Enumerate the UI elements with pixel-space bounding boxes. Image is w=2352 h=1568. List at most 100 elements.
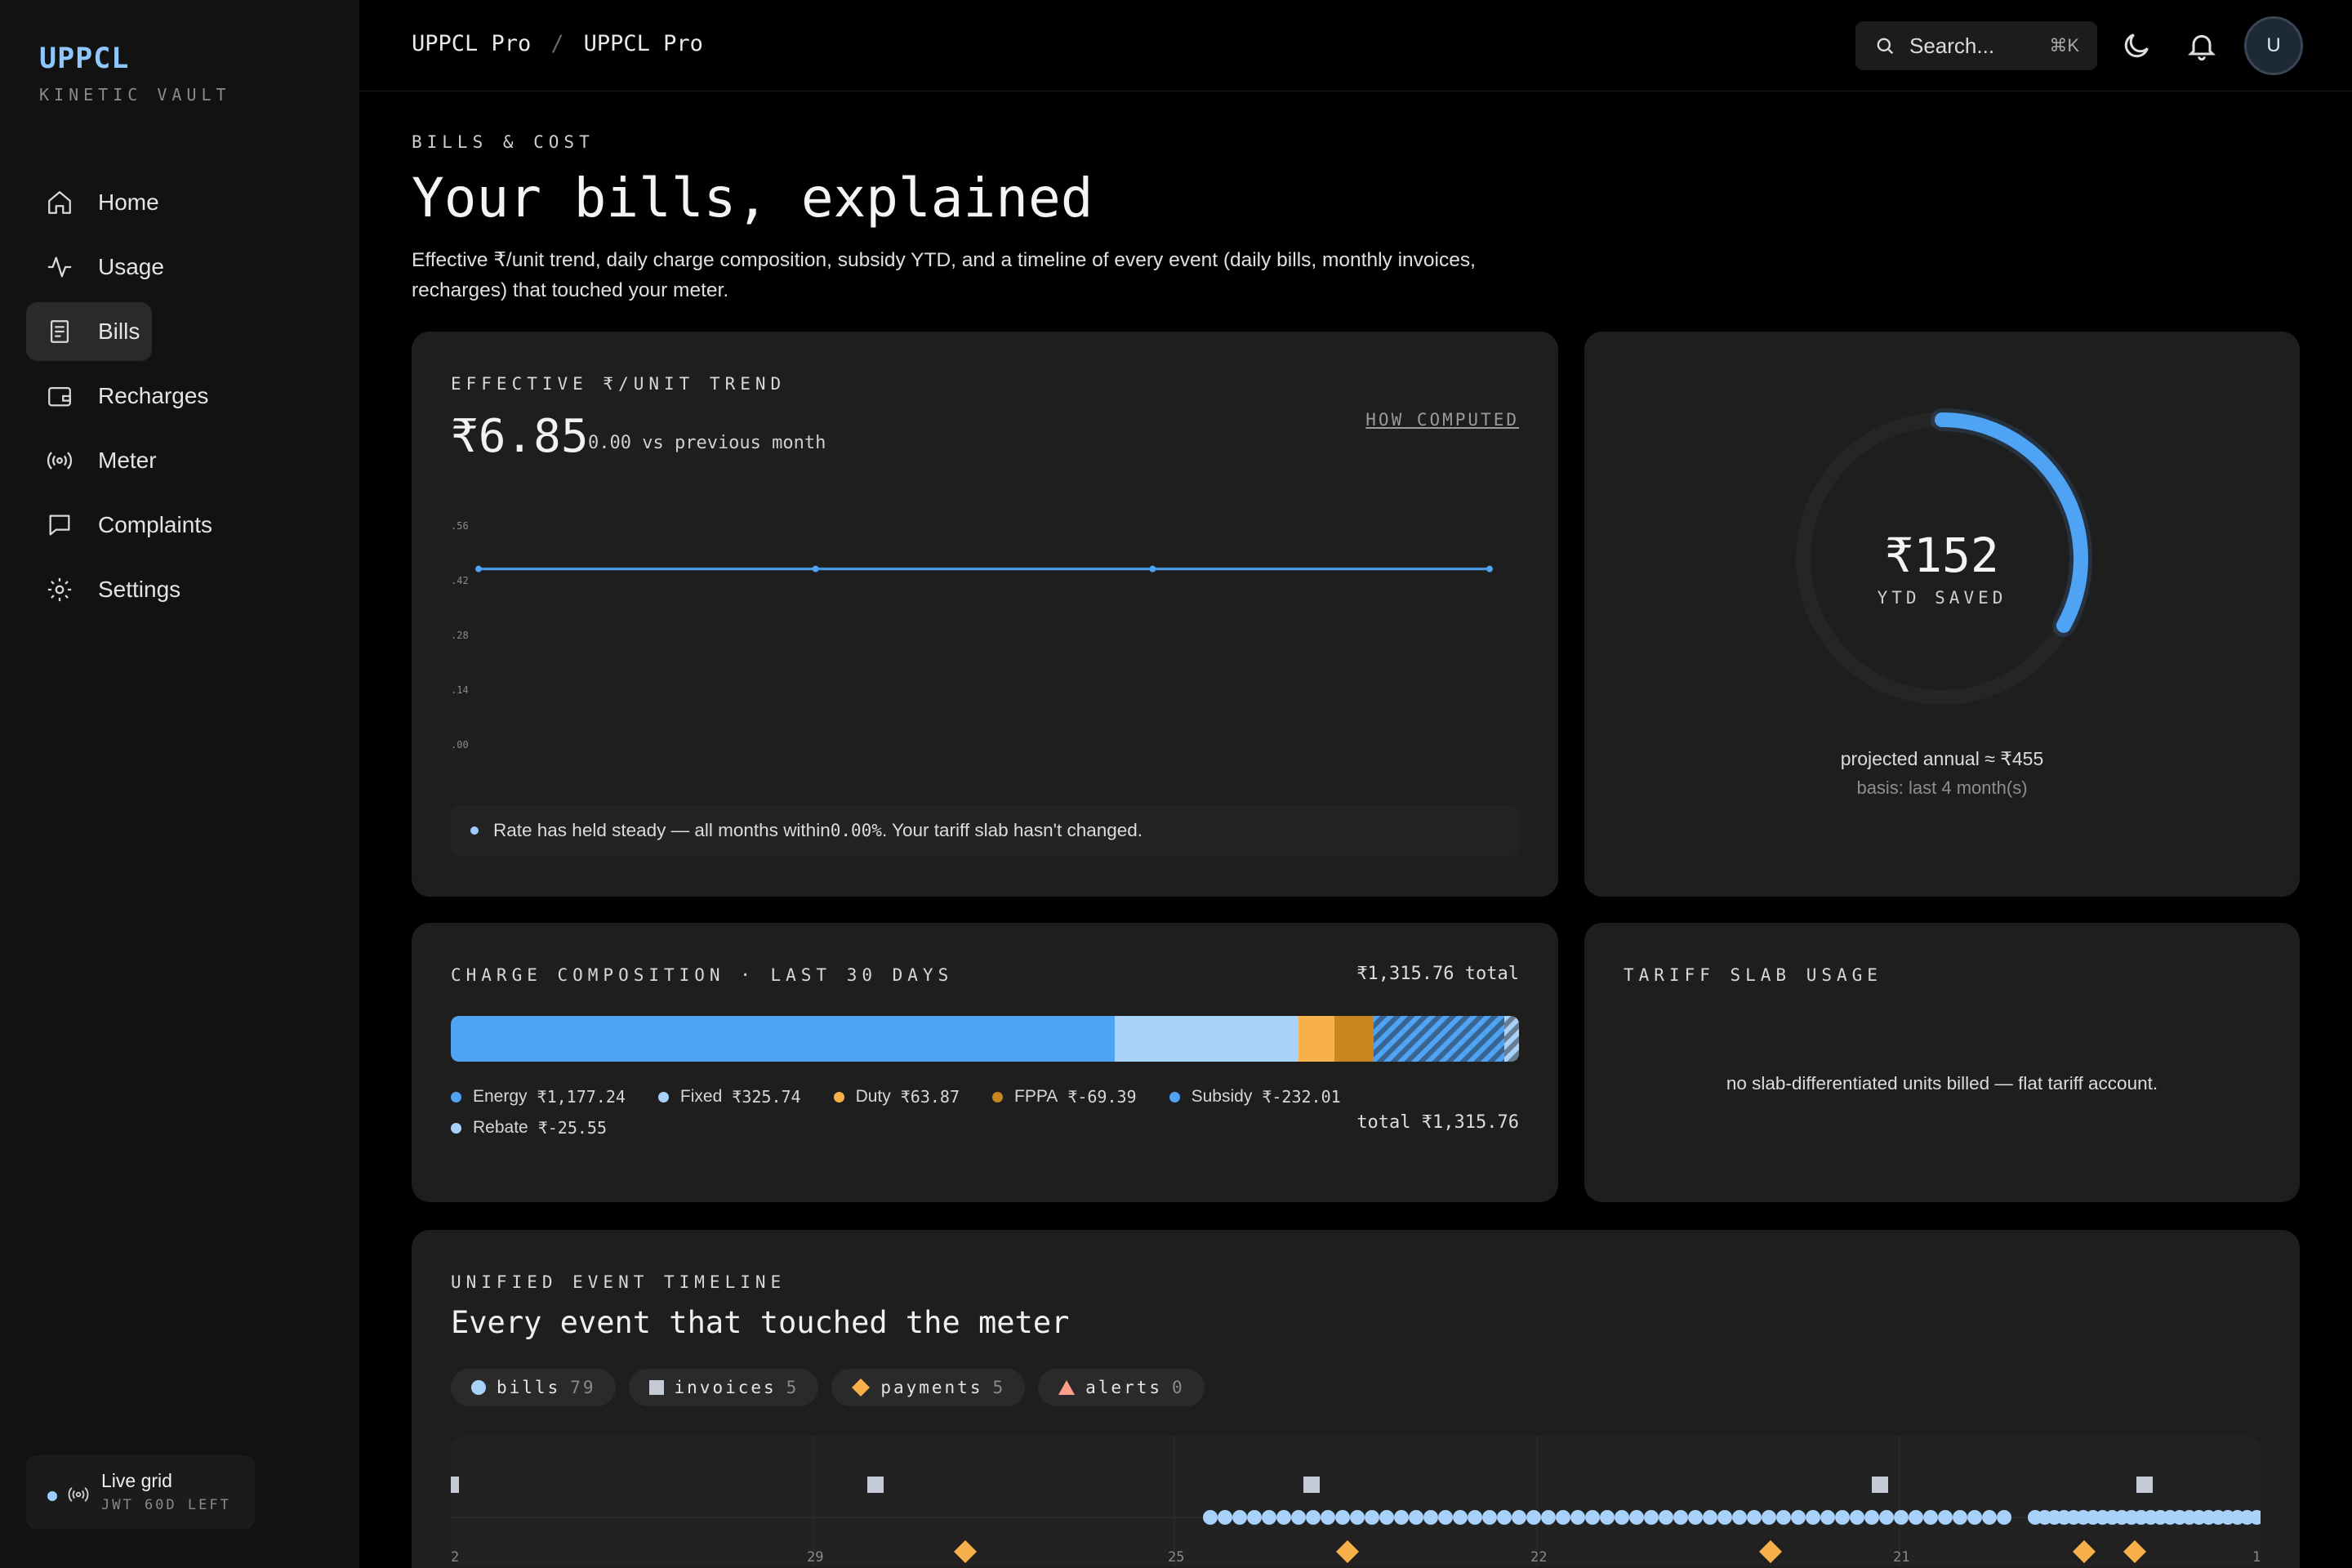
bill-marker[interactable] <box>1938 1510 1953 1525</box>
bill-marker[interactable] <box>1409 1510 1423 1525</box>
filter-chip-invoices[interactable]: invoices 5 <box>628 1369 819 1406</box>
payment-marker[interactable] <box>1759 1540 1782 1563</box>
bill-marker[interactable] <box>1997 1510 2011 1525</box>
bill-marker[interactable] <box>1541 1510 1556 1525</box>
breadcrumb-item[interactable]: UPPCL Pro <box>412 31 532 56</box>
payment-marker[interactable] <box>2073 1540 2096 1563</box>
live-grid-status[interactable]: Live grid JWT 60D LEFT <box>26 1455 255 1529</box>
composition-segment-duty[interactable] <box>1298 1016 1335 1062</box>
filter-chip-alerts[interactable]: alerts 0 <box>1038 1369 1205 1406</box>
composition-segment-rebate[interactable] <box>1504 1016 1519 1062</box>
bill-marker[interactable] <box>1982 1510 1997 1525</box>
bill-marker[interactable] <box>1321 1510 1335 1525</box>
trend-point[interactable] <box>475 565 482 572</box>
bill-marker[interactable] <box>1526 1510 1541 1525</box>
trend-point[interactable] <box>1149 565 1156 572</box>
bill-marker[interactable] <box>1879 1510 1894 1525</box>
sidebar-item-complaints[interactable]: Complaints <box>26 496 333 555</box>
bill-marker[interactable] <box>1909 1510 1923 1525</box>
moon-icon[interactable] <box>2120 29 2153 62</box>
invoice-marker[interactable] <box>451 1477 459 1493</box>
bill-marker[interactable] <box>1423 1510 1438 1525</box>
bill-marker[interactable] <box>1673 1510 1688 1525</box>
bell-icon[interactable] <box>2185 29 2218 62</box>
search-input[interactable]: Search... ⌘K <box>1855 21 2097 70</box>
sidebar-item-bills[interactable]: Bills <box>26 302 152 361</box>
bill-marker[interactable] <box>1791 1510 1806 1525</box>
filter-chip-payments[interactable]: payments 5 <box>831 1369 1026 1406</box>
bill-marker[interactable] <box>1953 1510 1967 1525</box>
composition-segment-fppa[interactable] <box>1334 1016 1374 1062</box>
sidebar-item-usage[interactable]: Usage <box>26 238 333 296</box>
bill-marker[interactable] <box>1732 1510 1747 1525</box>
bill-marker[interactable] <box>1468 1510 1482 1525</box>
payment-marker[interactable] <box>1336 1540 1359 1563</box>
trend-point[interactable] <box>812 565 819 572</box>
composition-segment-energy[interactable] <box>451 1016 1116 1062</box>
bill-marker[interactable] <box>1365 1510 1379 1525</box>
bill-marker[interactable] <box>1291 1510 1306 1525</box>
bill-marker[interactable] <box>1762 1510 1776 1525</box>
invoice-marker[interactable] <box>2136 1477 2153 1493</box>
bill-marker[interactable] <box>1306 1510 1321 1525</box>
bill-marker[interactable] <box>1688 1510 1703 1525</box>
bill-marker[interactable] <box>1512 1510 1526 1525</box>
bill-marker[interactable] <box>1556 1510 1570 1525</box>
bill-marker[interactable] <box>1776 1510 1791 1525</box>
bill-marker[interactable] <box>1644 1510 1659 1525</box>
bill-marker[interactable] <box>1967 1510 1982 1525</box>
bill-marker[interactable] <box>1615 1510 1629 1525</box>
bill-marker[interactable] <box>1923 1510 1938 1525</box>
invoice-marker[interactable] <box>1303 1477 1320 1493</box>
bill-marker[interactable] <box>1335 1510 1350 1525</box>
bill-marker[interactable] <box>1497 1510 1512 1525</box>
bill-marker[interactable] <box>1276 1510 1291 1525</box>
axis-label: 2 <box>451 1549 459 1566</box>
payment-marker[interactable] <box>2123 1540 2146 1563</box>
bill-marker[interactable] <box>1232 1510 1247 1525</box>
bill-marker[interactable] <box>1218 1510 1232 1525</box>
bill-marker[interactable] <box>1717 1510 1732 1525</box>
bill-marker[interactable] <box>2249 1510 2261 1525</box>
payment-marker[interactable] <box>954 1540 977 1563</box>
bill-marker[interactable] <box>1453 1510 1468 1525</box>
sidebar-item-recharges[interactable]: Recharges <box>26 367 333 425</box>
sidebar-item-settings[interactable]: Settings <box>26 560 333 619</box>
bill-marker[interactable] <box>1703 1510 1717 1525</box>
bill-marker[interactable] <box>1747 1510 1762 1525</box>
bill-marker[interactable] <box>1438 1510 1453 1525</box>
breadcrumb-item[interactable]: UPPCL Pro <box>583 31 703 56</box>
bill-marker[interactable] <box>1629 1510 1644 1525</box>
bill-marker[interactable] <box>1835 1510 1850 1525</box>
bill-marker[interactable] <box>1864 1510 1879 1525</box>
legend-value: ₹-232.01 <box>1262 1087 1341 1107</box>
breadcrumb-separator: / <box>550 31 564 56</box>
bill-marker[interactable] <box>1894 1510 1909 1525</box>
bill-marker[interactable] <box>1247 1510 1262 1525</box>
bill-marker[interactable] <box>1262 1510 1276 1525</box>
composition-segment-fixed[interactable] <box>1115 1016 1299 1062</box>
bill-marker[interactable] <box>1585 1510 1600 1525</box>
invoice-marker[interactable] <box>867 1477 884 1493</box>
bill-marker[interactable] <box>1482 1510 1497 1525</box>
sidebar-item-home[interactable]: Home <box>26 173 333 232</box>
bill-marker[interactable] <box>1394 1510 1409 1525</box>
bill-marker[interactable] <box>1850 1510 1864 1525</box>
bill-marker[interactable] <box>1820 1510 1835 1525</box>
invoice-marker[interactable] <box>1872 1477 1888 1493</box>
bill-marker[interactable] <box>1806 1510 1820 1525</box>
bill-marker[interactable] <box>1379 1510 1394 1525</box>
sidebar-item-meter[interactable]: Meter <box>26 431 333 490</box>
wallet-icon <box>48 386 71 407</box>
bill-marker[interactable] <box>1350 1510 1365 1525</box>
how-computed-link[interactable]: HOW COMPUTED <box>1365 410 1519 430</box>
bill-marker[interactable] <box>1659 1510 1673 1525</box>
brand[interactable]: UPPCL KINETIC VAULT <box>39 42 231 105</box>
bill-marker[interactable] <box>1570 1510 1585 1525</box>
composition-segment-subsidy[interactable] <box>1374 1016 1505 1062</box>
trend-point[interactable] <box>1486 565 1493 572</box>
bill-marker[interactable] <box>1600 1510 1615 1525</box>
bill-marker[interactable] <box>1203 1510 1218 1525</box>
avatar[interactable]: U <box>2244 16 2303 75</box>
filter-chip-bills[interactable]: bills 79 <box>451 1369 616 1406</box>
